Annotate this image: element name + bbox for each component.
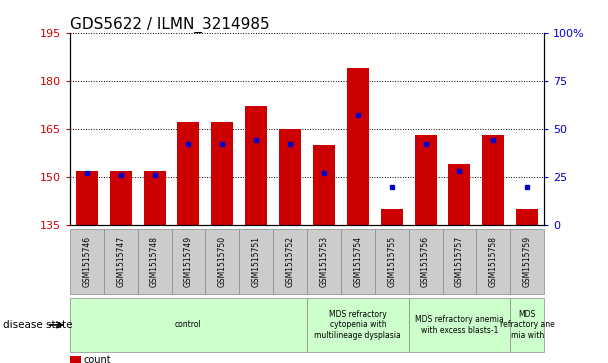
Bar [273,229,307,294]
Bar [443,229,477,294]
Text: GSM1515759: GSM1515759 [523,236,532,287]
Bar [178,122,199,225]
Bar [510,298,544,352]
Bar [313,145,335,225]
Bar [143,171,165,225]
Text: GSM1515758: GSM1515758 [489,236,498,287]
Text: GSM1515746: GSM1515746 [82,236,91,287]
Bar [240,229,273,294]
Bar [449,164,471,225]
Text: GSM1515750: GSM1515750 [218,236,227,287]
Bar [104,229,137,294]
Bar [482,135,505,225]
Text: GSM1515747: GSM1515747 [116,236,125,287]
Bar [415,135,437,225]
Text: GSM1515753: GSM1515753 [319,236,328,287]
Text: MDS
refractory ane
mia with: MDS refractory ane mia with [500,310,554,340]
Bar [375,229,409,294]
Bar [510,229,544,294]
Bar [245,106,268,225]
Text: GSM1515754: GSM1515754 [353,236,362,287]
Bar [341,229,375,294]
Bar [137,229,171,294]
Bar [409,229,443,294]
Text: GSM1515752: GSM1515752 [286,236,295,287]
Text: control: control [175,321,202,329]
Bar [212,122,233,225]
Bar [307,229,341,294]
Text: GDS5622 / ILMN_3214985: GDS5622 / ILMN_3214985 [70,16,269,33]
Bar [206,229,240,294]
Bar [171,229,206,294]
Bar [279,129,301,225]
Text: disease state: disease state [3,320,72,330]
Text: GSM1515749: GSM1515749 [184,236,193,287]
Text: count: count [83,355,111,363]
Text: GSM1515755: GSM1515755 [387,236,396,287]
Bar [70,229,104,294]
Bar [516,209,538,225]
Text: MDS refractory
cytopenia with
multilineage dysplasia: MDS refractory cytopenia with multilinea… [314,310,401,340]
Bar [307,298,409,352]
Text: GSM1515748: GSM1515748 [150,236,159,287]
Bar [76,171,98,225]
Bar [477,229,510,294]
Bar [70,298,307,352]
Text: GSM1515757: GSM1515757 [455,236,464,287]
Bar [381,209,402,225]
Text: GSM1515751: GSM1515751 [252,236,261,287]
Bar [109,171,132,225]
Bar [409,298,510,352]
Bar [347,68,369,225]
Text: MDS refractory anemia
with excess blasts-1: MDS refractory anemia with excess blasts… [415,315,504,335]
Text: GSM1515756: GSM1515756 [421,236,430,287]
